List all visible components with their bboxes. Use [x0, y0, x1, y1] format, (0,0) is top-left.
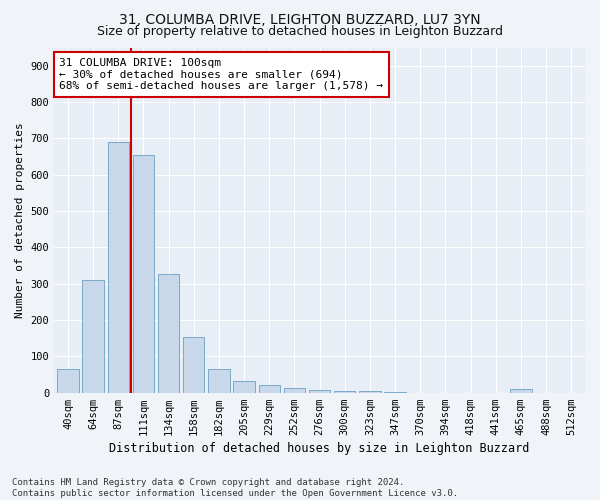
- Bar: [259, 386, 280, 392]
- Text: Size of property relative to detached houses in Leighton Buzzard: Size of property relative to detached ho…: [97, 25, 503, 38]
- Bar: [359, 391, 380, 392]
- Text: 31, COLUMBA DRIVE, LEIGHTON BUZZARD, LU7 3YN: 31, COLUMBA DRIVE, LEIGHTON BUZZARD, LU7…: [119, 12, 481, 26]
- Text: 31 COLUMBA DRIVE: 100sqm
← 30% of detached houses are smaller (694)
68% of semi-: 31 COLUMBA DRIVE: 100sqm ← 30% of detach…: [59, 58, 383, 91]
- Text: Contains HM Land Registry data © Crown copyright and database right 2024.
Contai: Contains HM Land Registry data © Crown c…: [12, 478, 458, 498]
- Bar: [58, 369, 79, 392]
- Bar: [233, 380, 255, 392]
- Bar: [183, 338, 205, 392]
- Bar: [284, 388, 305, 392]
- Y-axis label: Number of detached properties: Number of detached properties: [15, 122, 25, 318]
- Bar: [82, 280, 104, 392]
- Bar: [510, 389, 532, 392]
- X-axis label: Distribution of detached houses by size in Leighton Buzzard: Distribution of detached houses by size …: [109, 442, 530, 455]
- Bar: [309, 390, 330, 392]
- Bar: [208, 369, 230, 392]
- Bar: [158, 274, 179, 392]
- Bar: [107, 142, 129, 393]
- Bar: [133, 154, 154, 392]
- Bar: [334, 391, 355, 392]
